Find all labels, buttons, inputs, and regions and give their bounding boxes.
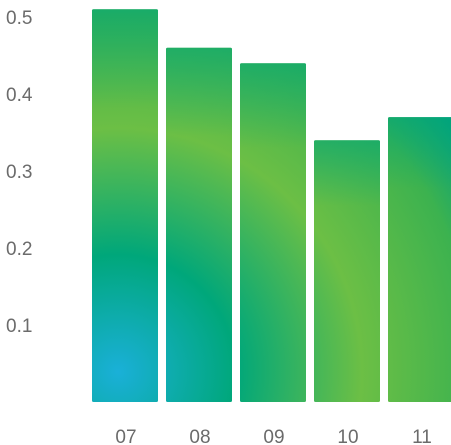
y-tick-label: 0.3 bbox=[6, 162, 32, 183]
x-tick-label: 08 bbox=[189, 427, 210, 445]
x-tick-label: 10 bbox=[337, 427, 358, 445]
x-axis: 07 08 09 10 11 bbox=[115, 427, 431, 445]
bar-shade-07 bbox=[92, 9, 158, 403]
x-tick-label: 07 bbox=[115, 427, 136, 445]
y-tick-label: 0.2 bbox=[6, 239, 32, 260]
y-axis: 0.1 0.2 0.3 0.4 0.5 bbox=[6, 8, 33, 337]
bar-shade-08 bbox=[166, 47, 232, 403]
x-tick-label: 11 bbox=[412, 427, 432, 445]
y-tick-label: 0.5 bbox=[6, 8, 32, 29]
x-tick-label: 09 bbox=[263, 427, 284, 445]
y-tick-label: 0.4 bbox=[6, 85, 33, 106]
y-tick-label: 0.1 bbox=[6, 316, 32, 337]
bars bbox=[92, 9, 451, 403]
bar-shade-11 bbox=[388, 117, 451, 402]
bar-shade-09 bbox=[240, 63, 306, 402]
bar-shade-10 bbox=[314, 140, 380, 402]
